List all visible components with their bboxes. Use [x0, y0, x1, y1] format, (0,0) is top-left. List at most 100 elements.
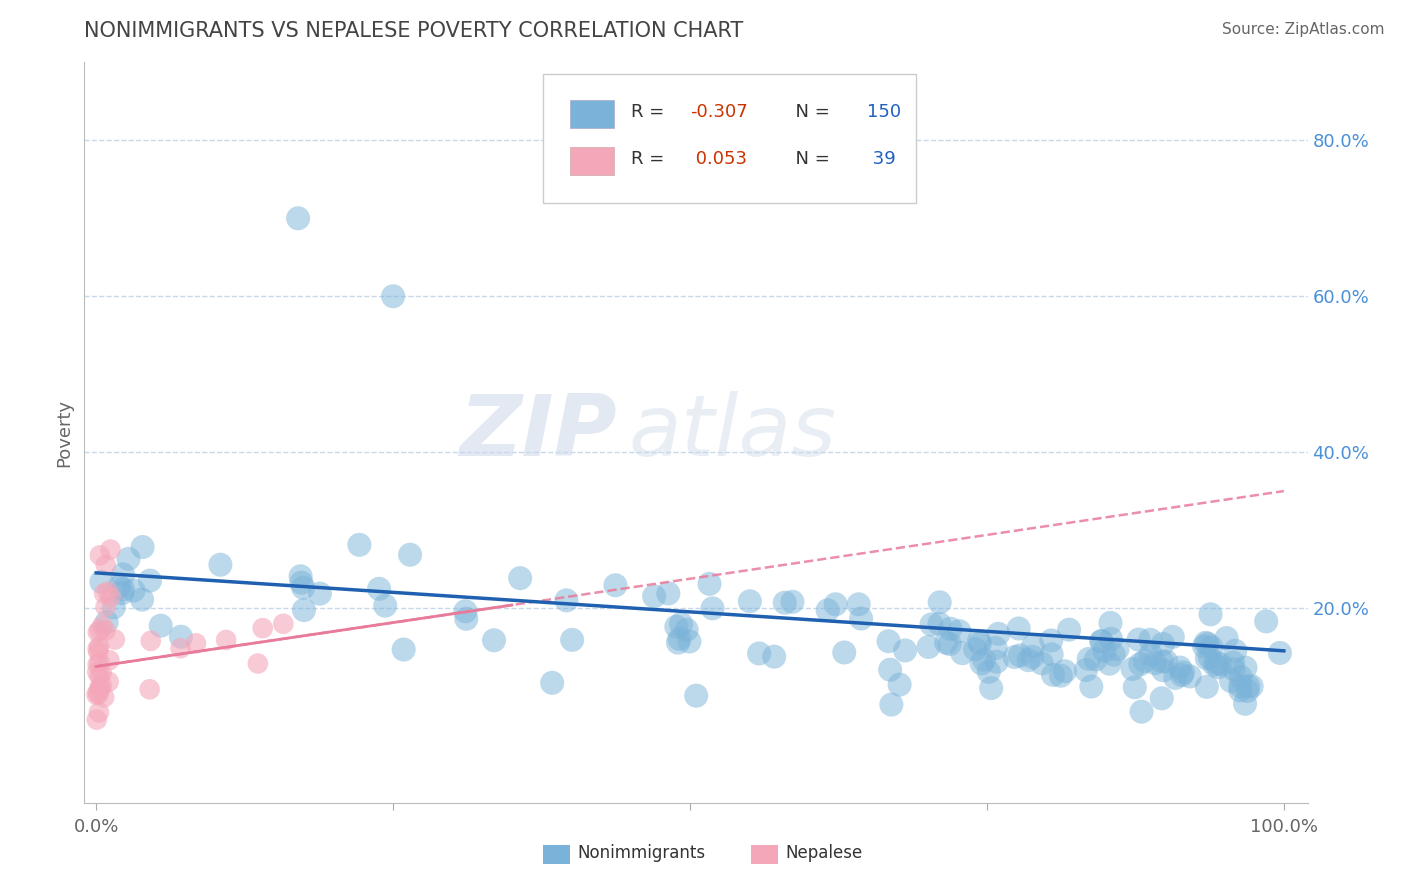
- Point: [1053, 664, 1076, 678]
- Point: [86, 657, 108, 672]
- Point: [1229, 670, 1251, 684]
- Point: [87, 687, 110, 701]
- Point: [1222, 662, 1244, 676]
- Point: [1161, 630, 1184, 644]
- Point: [1133, 654, 1156, 668]
- Point: [1237, 679, 1260, 693]
- Point: [1129, 657, 1152, 672]
- Point: [169, 641, 191, 656]
- Point: [1164, 671, 1187, 685]
- Text: 0.053: 0.053: [690, 150, 747, 168]
- Point: [139, 633, 162, 648]
- Point: [93, 690, 115, 705]
- Point: [1195, 636, 1218, 650]
- Point: [1057, 623, 1080, 637]
- Point: [1198, 650, 1220, 665]
- Point: [967, 634, 990, 648]
- Point: [763, 649, 786, 664]
- Point: [928, 616, 950, 631]
- Point: [1152, 655, 1174, 669]
- Point: [90, 574, 112, 589]
- Point: [657, 586, 679, 600]
- Point: [1122, 662, 1144, 676]
- Point: [1152, 637, 1174, 651]
- Point: [89, 655, 111, 669]
- Point: [292, 603, 315, 617]
- Point: [1195, 680, 1218, 694]
- Point: [1099, 632, 1122, 646]
- Point: [1240, 679, 1263, 693]
- Point: [1199, 607, 1222, 622]
- Point: [117, 552, 139, 566]
- Point: [104, 632, 127, 647]
- Point: [1204, 658, 1226, 673]
- Text: 39: 39: [868, 150, 896, 168]
- Point: [1201, 640, 1223, 655]
- Point: [98, 653, 121, 667]
- Point: [87, 645, 110, 659]
- Point: [1192, 640, 1215, 654]
- Point: [980, 681, 1002, 695]
- Point: [561, 632, 583, 647]
- Point: [1256, 615, 1278, 629]
- Point: [97, 584, 120, 599]
- Point: [309, 586, 332, 600]
- Point: [287, 211, 309, 226]
- Point: [1220, 674, 1243, 689]
- Point: [973, 653, 995, 667]
- Point: [1195, 651, 1218, 665]
- Point: [1008, 648, 1031, 663]
- Point: [209, 558, 232, 572]
- Point: [292, 581, 315, 595]
- Text: NONIMMIGRANTS VS NEPALESE POVERTY CORRELATION CHART: NONIMMIGRANTS VS NEPALESE POVERTY CORREL…: [84, 21, 744, 41]
- Point: [149, 618, 172, 632]
- Point: [1040, 648, 1063, 662]
- Point: [382, 289, 405, 303]
- Point: [1080, 680, 1102, 694]
- Point: [112, 582, 135, 597]
- Point: [368, 582, 391, 596]
- Point: [1222, 656, 1244, 670]
- Point: [86, 713, 108, 727]
- Point: [555, 593, 578, 607]
- Bar: [569, 147, 614, 175]
- Point: [111, 586, 134, 600]
- Point: [665, 620, 688, 634]
- Point: [1229, 683, 1251, 698]
- Point: [96, 615, 118, 629]
- Point: [1099, 615, 1122, 630]
- Point: [678, 634, 700, 648]
- Point: [94, 624, 117, 638]
- Point: [1004, 650, 1026, 665]
- Point: [879, 663, 901, 677]
- Point: [643, 590, 665, 604]
- Point: [87, 685, 110, 699]
- Point: [131, 540, 153, 554]
- Point: [1107, 642, 1129, 657]
- Point: [1139, 632, 1161, 647]
- Point: [86, 688, 108, 702]
- Text: R =: R =: [631, 150, 671, 168]
- Point: [1150, 691, 1173, 706]
- Point: [86, 641, 108, 656]
- Point: [399, 548, 422, 562]
- Point: [290, 575, 312, 590]
- Point: [1152, 663, 1174, 677]
- Point: [100, 590, 122, 604]
- Point: [948, 624, 970, 639]
- Point: [939, 622, 962, 636]
- Point: [1236, 684, 1258, 698]
- Point: [94, 558, 117, 573]
- Point: [1268, 646, 1291, 660]
- Point: [987, 627, 1010, 641]
- Text: N =: N =: [785, 150, 835, 168]
- Point: [699, 577, 721, 591]
- Point: [1206, 660, 1229, 674]
- Point: [215, 632, 238, 647]
- Bar: [569, 100, 614, 128]
- Point: [1098, 657, 1121, 671]
- Point: [246, 657, 269, 671]
- Point: [848, 597, 870, 611]
- Point: [90, 678, 112, 692]
- Point: [1050, 668, 1073, 682]
